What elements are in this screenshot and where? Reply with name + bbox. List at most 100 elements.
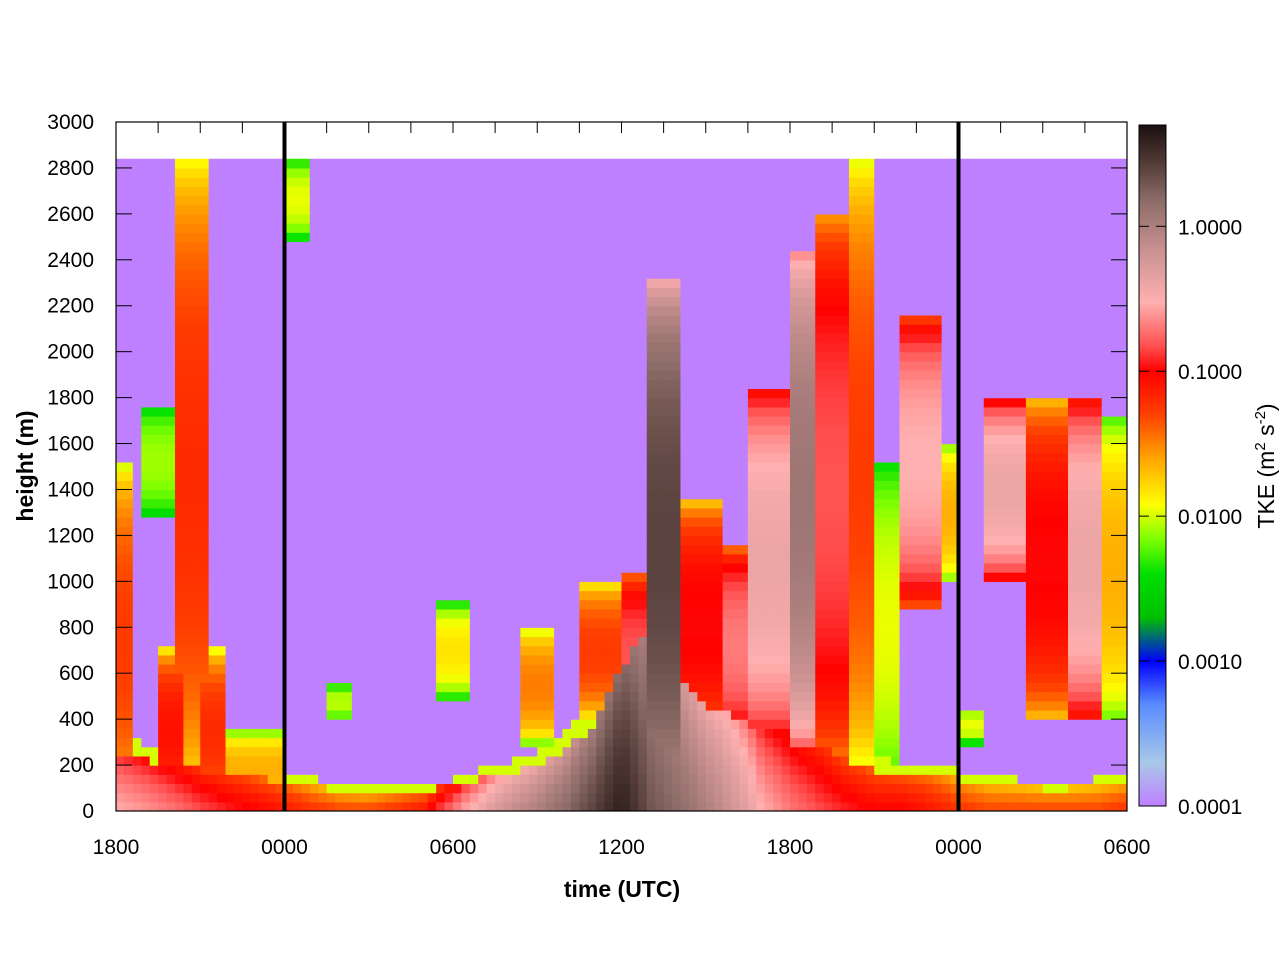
heatmap-cell [310,783,319,793]
heatmap-cell [183,508,192,518]
heatmap-cell [150,168,159,178]
heatmap-cell [200,545,209,555]
heatmap-cell [183,241,192,251]
heatmap-cell [268,783,277,793]
heatmap-cell [183,535,192,545]
heatmap-cell [217,278,226,288]
heatmap-cell [234,324,243,334]
heatmap-cell [242,186,251,196]
heatmap-cell [158,287,167,297]
heatmap-cell [343,783,352,793]
heatmap-cell [200,609,209,619]
heatmap-cell [335,636,344,646]
heatmap-cell [234,260,243,270]
heatmap-cell [183,646,192,656]
heatmap-cell [116,655,125,665]
heatmap-cell [259,517,268,527]
heatmap-cell [124,710,133,720]
heatmap-cell [192,545,201,555]
heatmap-cell [318,646,327,656]
heatmap-cell [124,297,133,307]
heatmap-cell [183,618,192,628]
heatmap-cell [242,783,251,793]
heatmap-cell [217,370,226,380]
heatmap-cell [251,517,260,527]
heatmap-cell [175,738,184,748]
heatmap-cell [175,581,184,591]
heatmap-cell [158,627,167,637]
heatmap-cell [150,554,159,564]
heatmap-cell [301,453,310,463]
heatmap-cell [116,214,125,224]
heatmap-cell [124,756,133,766]
heatmap-cell [200,260,209,270]
heatmap-cell [293,499,302,509]
heatmap-cell [318,297,327,307]
heatmap-cell [141,682,150,692]
heatmap-cell [167,517,176,527]
heatmap-cell [318,802,327,812]
heatmap-cell [268,655,277,665]
heatmap-cell [268,205,277,215]
heatmap-cell [141,333,150,343]
heatmap-cell [192,453,201,463]
heatmap-cell [217,646,226,656]
heatmap-cell [200,636,209,646]
heatmap-cell [293,545,302,555]
heatmap-cell [352,508,361,518]
heatmap-cell [158,462,167,472]
heatmap-cell [301,223,310,233]
heatmap-cell [251,416,260,426]
heatmap-cell [259,297,268,307]
heatmap-cell [327,425,336,435]
heatmap-cell [268,591,277,601]
heatmap-cell [124,526,133,536]
heatmap-cell [259,186,268,196]
heatmap-cell [200,471,209,481]
heatmap-cell [318,416,327,426]
heatmap-cell [251,434,260,444]
heatmap-cell [242,398,251,408]
heatmap-cell [124,159,133,169]
heatmap-cell [318,783,327,793]
heatmap-cell [217,563,226,573]
heatmap-cell [327,618,336,628]
heatmap-cell [116,535,125,545]
heatmap-cell [352,728,361,738]
heatmap-cell [124,260,133,270]
heatmap-cell [343,223,352,233]
heatmap-cell [124,168,133,178]
heatmap-cell [259,324,268,334]
heatmap-cell [175,664,184,674]
heatmap-cell [167,756,176,766]
heatmap-cell [192,728,201,738]
heatmap-cell [251,535,260,545]
heatmap-cell [343,370,352,380]
heatmap-cell [116,719,125,729]
heatmap-cell [268,416,277,426]
heatmap-cell [352,572,361,582]
heatmap-cell [200,416,209,426]
heatmap-cell [327,232,336,242]
heatmap-cell [234,232,243,242]
heatmap-cell [133,159,142,169]
heatmap-cell [209,572,218,582]
heatmap-cell [327,701,336,711]
heatmap-cell [158,471,167,481]
heatmap-cell [310,214,319,224]
heatmap-cell [192,765,201,775]
heatmap-cell [234,545,243,555]
heatmap-cell [301,287,310,297]
heatmap-cell [251,388,260,398]
heatmap-cell [259,260,268,270]
heatmap-cell [167,195,176,205]
heatmap-cell [335,214,344,224]
heatmap-cell [209,407,218,417]
heatmap-cell [167,664,176,674]
heatmap-cell [259,177,268,187]
heatmap-cell [352,241,361,251]
heatmap-cell [116,269,125,279]
heatmap-cell [183,278,192,288]
heatmap-cell [124,609,133,619]
heatmap-cell [192,287,201,297]
